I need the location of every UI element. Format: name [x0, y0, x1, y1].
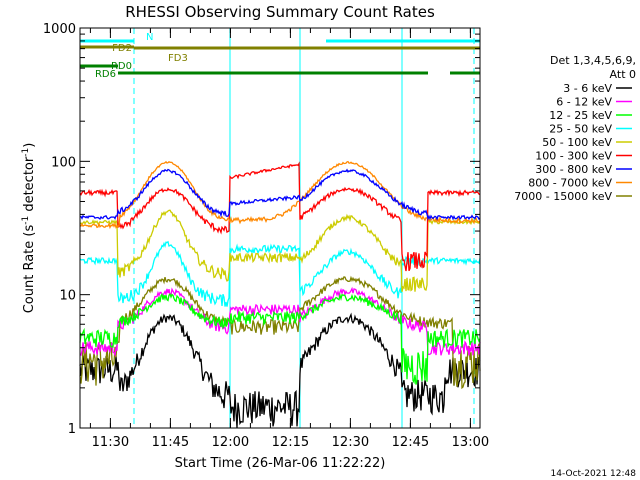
- x-tick-label: 12:30: [332, 435, 369, 450]
- series-line: [79, 292, 481, 385]
- data-layer: [79, 28, 481, 428]
- y-axis-label-part: Count Rate (s: [22, 225, 37, 314]
- series-line: [79, 161, 481, 272]
- axis-layer: 1 10 100 1000 11:30 11:45 12:00 12:15 12:30 12:45…: [43, 22, 489, 450]
- y-tick-label: 100: [51, 155, 76, 170]
- flag-label-rd0: RD0: [111, 61, 132, 72]
- x-tick-label: 13:00: [452, 435, 489, 450]
- generation-timestamp: 14-Oct-2021 12:48: [551, 469, 637, 479]
- plot-frame: [79, 27, 481, 429]
- legend-entry-label: 25 - 50 keV: [549, 123, 612, 136]
- flag-label-fd3: FD3: [168, 53, 188, 64]
- y-axis-label-part: detector: [22, 156, 37, 216]
- legend-entry-label: 800 - 7000 keV: [528, 177, 612, 190]
- x-axis-label: Start Time (26-Mar-06 11:22:22): [175, 456, 386, 471]
- y-axis-label-part: ): [22, 143, 37, 148]
- y-tick-label: 10: [59, 289, 76, 304]
- legend-entry-label: 3 - 6 keV: [563, 82, 612, 95]
- legend-entry-label: 7000 - 15000 keV: [514, 190, 612, 203]
- x-tick-label: 12:15: [272, 435, 309, 450]
- legend-entry-label: 12 - 25 keV: [549, 109, 612, 122]
- series-line: [79, 160, 481, 230]
- series-line: [79, 168, 481, 221]
- x-tick-label: 11:45: [152, 435, 189, 450]
- x-tick-label: 12:45: [392, 435, 429, 450]
- y-axis-label: Count Rate (s-1 detector-1): [21, 143, 37, 314]
- legend-header-detectors: Det 1,3,4,5,6,9,: [550, 54, 636, 67]
- flag-label-fd2: FD2: [112, 43, 132, 54]
- x-tick-label: 12:00: [212, 435, 249, 450]
- legend-entry-label: 50 - 100 keV: [542, 136, 612, 149]
- y-axis-label-sup: -1: [21, 148, 31, 157]
- series-line: [79, 275, 481, 390]
- flag-label-n: N: [146, 32, 153, 43]
- series-line: [79, 209, 481, 292]
- series-line: [79, 312, 481, 428]
- x-tick-label: 11:30: [92, 435, 129, 450]
- y-tick-label: 1: [68, 422, 76, 437]
- legend-header-attenuator: Att 0: [610, 68, 636, 81]
- y-tick-label: 1000: [43, 22, 76, 37]
- legend-entry-label: 300 - 800 keV: [535, 163, 612, 176]
- chart-title: RHESSI Observing Summary Count Rates: [125, 3, 435, 21]
- legend-entry-label: 6 - 12 keV: [556, 96, 612, 109]
- series-line: [79, 286, 481, 358]
- y-axis-label-sup: -1: [21, 216, 31, 225]
- legend-entry-label: 100 - 300 keV: [535, 150, 612, 163]
- flag-label-rd6: RD6: [95, 69, 116, 80]
